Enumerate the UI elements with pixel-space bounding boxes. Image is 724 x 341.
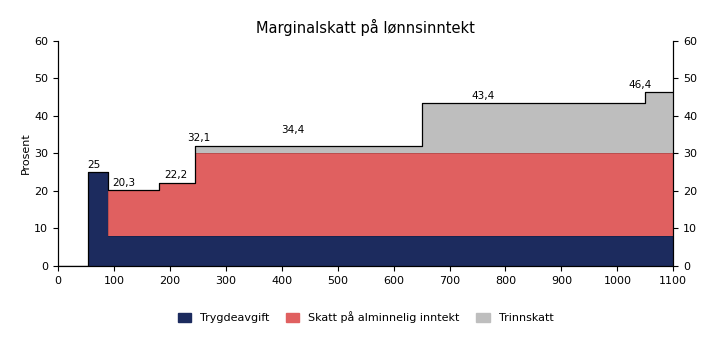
Text: 20,3: 20,3 <box>112 178 135 188</box>
Text: 22,2: 22,2 <box>164 170 187 180</box>
Text: 25: 25 <box>88 160 101 170</box>
Legend: Trygdeavgift, Skatt på alminnelig inntekt, Trinnskatt: Trygdeavgift, Skatt på alminnelig inntek… <box>174 307 557 328</box>
Text: 43,4: 43,4 <box>471 91 494 101</box>
Text: 46,4: 46,4 <box>628 80 652 90</box>
Text: 32,1: 32,1 <box>188 133 211 143</box>
Title: Marginalskatt på lønnsinntekt: Marginalskatt på lønnsinntekt <box>256 18 475 35</box>
Y-axis label: Prosent: Prosent <box>21 133 31 174</box>
Text: 34,4: 34,4 <box>281 125 305 135</box>
